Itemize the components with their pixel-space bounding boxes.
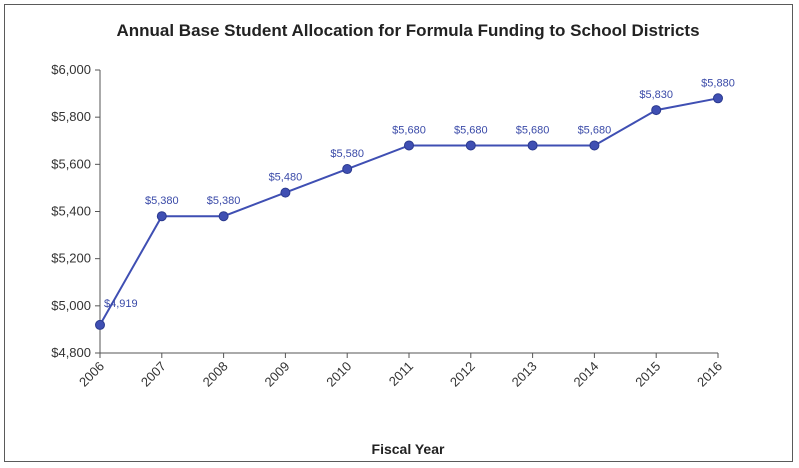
y-tick-label: $4,800: [51, 345, 91, 360]
data-label: $5,680: [454, 124, 488, 136]
series-line: $4,919 $5,380 $5,380 $5,480 $5,580 $5,680 $5,6…: [95, 77, 735, 330]
y-tick-label: $5,800: [51, 109, 91, 124]
data-label: $5,680: [578, 124, 612, 136]
x-tick-label: 2016: [694, 359, 725, 390]
x-tick-label: 2009: [261, 359, 292, 390]
data-point: [280, 187, 291, 198]
data-label: $5,480: [269, 172, 303, 184]
data-point: [342, 164, 353, 175]
x-tick-label: 2015: [632, 359, 663, 390]
data-label: $5,880: [701, 77, 735, 89]
chart-frame: [4, 4, 793, 462]
data-label: $5,680: [392, 124, 426, 136]
data-point: [713, 93, 723, 104]
chart-title: Annual Base Student Allocation for Formu…: [116, 21, 699, 40]
x-tick-label: 2008: [200, 359, 231, 390]
data-point: [95, 319, 105, 330]
x-axis: 2006 2007 2008 2009 2010 2011 2012 2013 2014 2015…: [76, 352, 725, 390]
data-point: [465, 140, 476, 151]
x-tick-label: 2014: [570, 359, 601, 390]
x-tick-label: 2011: [386, 359, 416, 389]
y-axis: $4,800 $5,000 $5,200 $5,400 $5,600 $5,800 $6,0…: [51, 62, 101, 360]
data-point: [589, 140, 600, 151]
x-tick-label: 2013: [509, 359, 540, 390]
data-label: $5,680: [516, 124, 550, 136]
data-label: $5,580: [330, 148, 364, 160]
data-point: [527, 140, 538, 151]
y-tick-label: $5,000: [51, 298, 91, 313]
data-point: [156, 211, 167, 222]
data-point: [404, 140, 414, 151]
x-tick-label: 2012: [447, 359, 478, 390]
x-tick-label: 2010: [323, 359, 354, 390]
y-tick-label: $5,600: [51, 156, 91, 171]
x-tick-label: 2007: [138, 359, 169, 390]
data-point: [651, 105, 662, 116]
y-tick-label: $5,400: [51, 204, 91, 219]
y-tick-label: $6,000: [51, 62, 91, 77]
x-tick-label: 2006: [76, 359, 107, 390]
data-label: $5,380: [145, 195, 179, 207]
data-label: $5,830: [639, 89, 673, 101]
y-tick-label: $5,200: [51, 251, 91, 266]
x-axis-label: Fiscal Year: [372, 441, 445, 457]
data-point: [218, 211, 229, 222]
data-label: $4,919: [104, 298, 138, 310]
data-label: $5,380: [207, 195, 241, 207]
